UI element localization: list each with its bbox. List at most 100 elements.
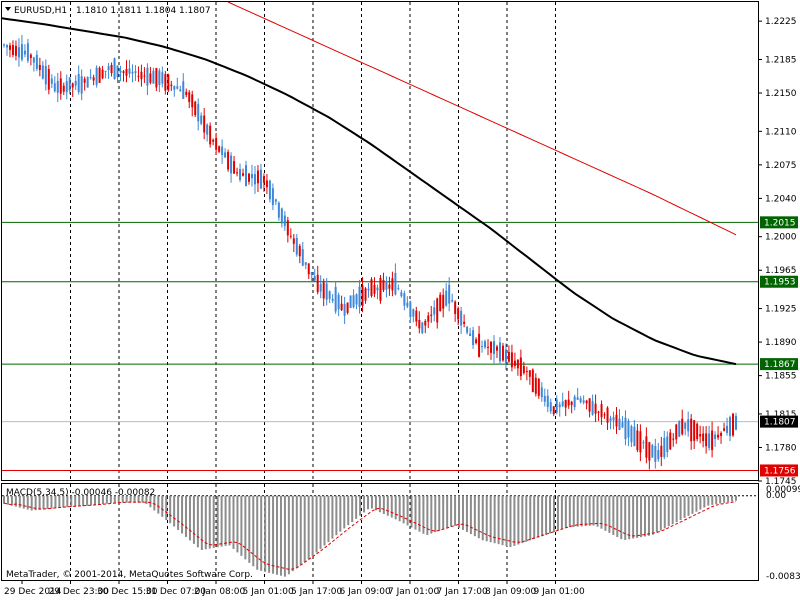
level-tag-bg: [760, 464, 798, 477]
macd-bar: [58, 495, 61, 508]
time-tick-label: 2 Jan 08:00: [194, 587, 246, 597]
candle-body: [427, 315, 430, 322]
dropdown-triangle-icon[interactable]: [5, 7, 11, 11]
macd-bar: [232, 495, 235, 549]
macd-bar: [461, 495, 464, 530]
candle-body: [322, 282, 325, 299]
macd-bar: [279, 495, 282, 576]
candle-body: [137, 75, 140, 77]
candle-body: [349, 295, 352, 308]
macd-bar: [14, 495, 17, 507]
macd-bar: [481, 495, 484, 541]
ohlc-values: 1.1810 1.1811 1.1804 1.1807: [76, 6, 211, 16]
macd-bar: [78, 495, 81, 507]
candle-body: [472, 330, 475, 346]
candle-body: [669, 432, 672, 450]
macd-bar: [272, 495, 275, 574]
macd-bar: [165, 495, 168, 521]
candle-body: [519, 357, 522, 377]
macd-bar: [200, 495, 203, 550]
macd-bar: [145, 495, 148, 505]
candle-body: [454, 301, 457, 315]
candle-body: [460, 310, 463, 326]
candle-body: [44, 65, 47, 85]
candle-body: [495, 346, 498, 351]
candle-body: [259, 169, 262, 189]
candle-body: [50, 78, 53, 84]
macd-bar: [711, 495, 714, 505]
candle-body: [391, 278, 394, 291]
moving-average-black: [1, 17, 737, 366]
candle-body: [283, 215, 286, 226]
macd-bar: [133, 495, 136, 503]
candle-body: [182, 81, 185, 99]
candle-body: [164, 74, 167, 91]
candle-body: [615, 414, 618, 427]
candle-body: [20, 44, 23, 60]
candle-body: [588, 398, 591, 412]
macd-bar: [252, 495, 255, 567]
price-axis: 1.2225 1.2185 1.2150 1.2110 1.2075 1.2040 1.20…: [758, 17, 797, 487]
macd-bar: [311, 495, 314, 556]
macd-bar: [374, 495, 377, 511]
level-tag-label: 1.1807: [764, 418, 796, 428]
time-tick-label: 31 Dec 07:00: [146, 587, 207, 597]
candle-body: [277, 202, 280, 218]
macd-bar: [295, 495, 298, 569]
candle-body: [448, 284, 451, 304]
macd-bar: [699, 495, 702, 510]
candle-body: [304, 262, 307, 265]
candle-body: [53, 83, 56, 92]
candle-body: [487, 346, 490, 348]
macd-bar: [426, 495, 429, 535]
candle-body: [735, 415, 737, 430]
candle-body: [720, 432, 723, 436]
candle-body: [298, 245, 301, 257]
candle-body: [498, 342, 501, 362]
macd-bar: [268, 495, 271, 573]
macd-bar: [256, 495, 259, 570]
candle-body: [457, 308, 460, 320]
macd-bar: [177, 495, 180, 530]
macd-bar: [469, 495, 472, 535]
candle-body: [516, 359, 519, 369]
macd-bar: [576, 495, 579, 527]
macd-bar: [580, 495, 583, 527]
candle-body: [726, 425, 729, 433]
macd-bar: [525, 495, 528, 542]
candle-body: [651, 444, 654, 458]
candle-body: [388, 284, 391, 289]
candle-body: [645, 436, 648, 458]
candle-body: [585, 400, 588, 404]
macd-bar: [545, 495, 548, 535]
macd-bar: [86, 495, 89, 506]
candle-body: [690, 418, 693, 442]
macd-bar: [264, 495, 267, 572]
candle-body: [41, 65, 44, 79]
candle-body: [301, 249, 304, 266]
candle-body: [687, 419, 690, 432]
candle-body: [128, 68, 131, 74]
candle-body: [681, 418, 684, 435]
macd-bar: [675, 495, 678, 523]
candle-body: [176, 86, 179, 89]
macd-histogram: [2, 495, 758, 577]
candle-body: [325, 283, 328, 300]
macd-bar: [66, 495, 69, 508]
candle-body: [331, 298, 334, 301]
level-tag-bg: [760, 415, 798, 428]
macd-bar: [208, 495, 211, 549]
candle-body: [295, 238, 298, 255]
macd-bar: [204, 495, 207, 550]
candle-body: [262, 176, 265, 183]
candle-body: [484, 341, 487, 348]
candle-body: [230, 155, 233, 174]
candle-body: [621, 422, 624, 428]
candle-body: [253, 174, 256, 185]
candle-body: [80, 76, 83, 94]
macd-scale-zero: 0.00: [766, 491, 786, 501]
candle-body: [397, 288, 400, 290]
symbol-label: EURUSD,H1: [14, 6, 67, 16]
macd-bar: [188, 495, 191, 541]
